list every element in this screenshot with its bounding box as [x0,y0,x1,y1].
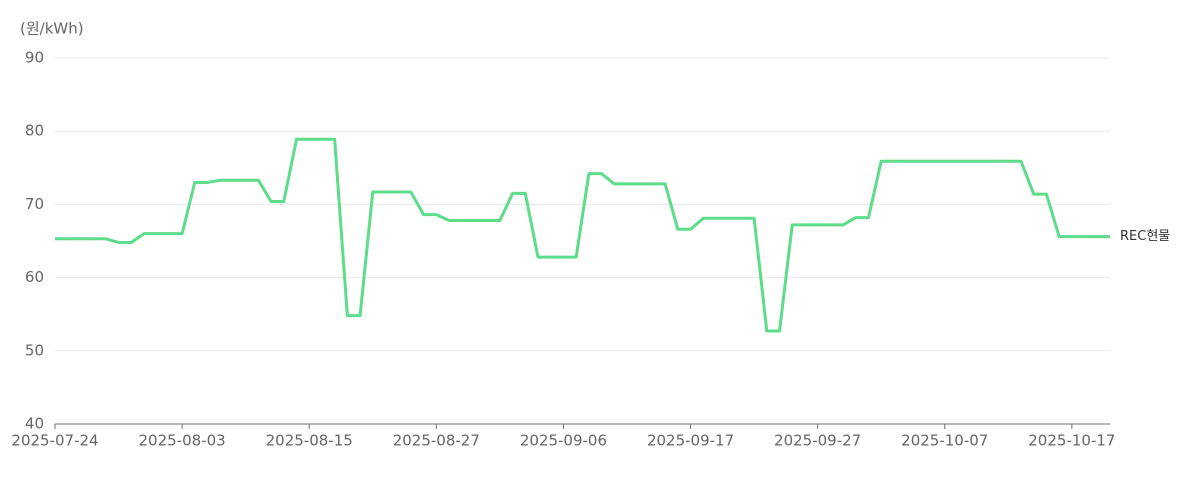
y-axis-unit: (원/kWh) [20,20,84,38]
x-tick-label: 2025-08-03 [139,432,226,450]
x-tick-label: 2025-09-06 [520,432,607,450]
y-tick-label: 70 [25,195,44,213]
y-tick-label: 80 [25,122,44,140]
x-tick-label: 2025-10-17 [1028,432,1115,450]
y-tick-label: 40 [25,415,44,433]
series-line [55,137,1110,333]
y-tick-label: 60 [25,268,44,286]
x-tick-label: 2025-09-17 [647,432,734,450]
x-tick-label: 2025-08-15 [266,432,353,450]
series-end-label: REC현물 [1120,229,1170,244]
x-tick-label: 2025-09-27 [774,432,861,450]
y-tick-label: 50 [25,341,44,359]
x-tick-label: 2025-08-27 [393,432,480,450]
y-tick-label: 90 [25,49,44,67]
x-tick-label: 2025-10-07 [901,432,988,450]
x-tick-label: 2025-07-24 [11,432,98,450]
